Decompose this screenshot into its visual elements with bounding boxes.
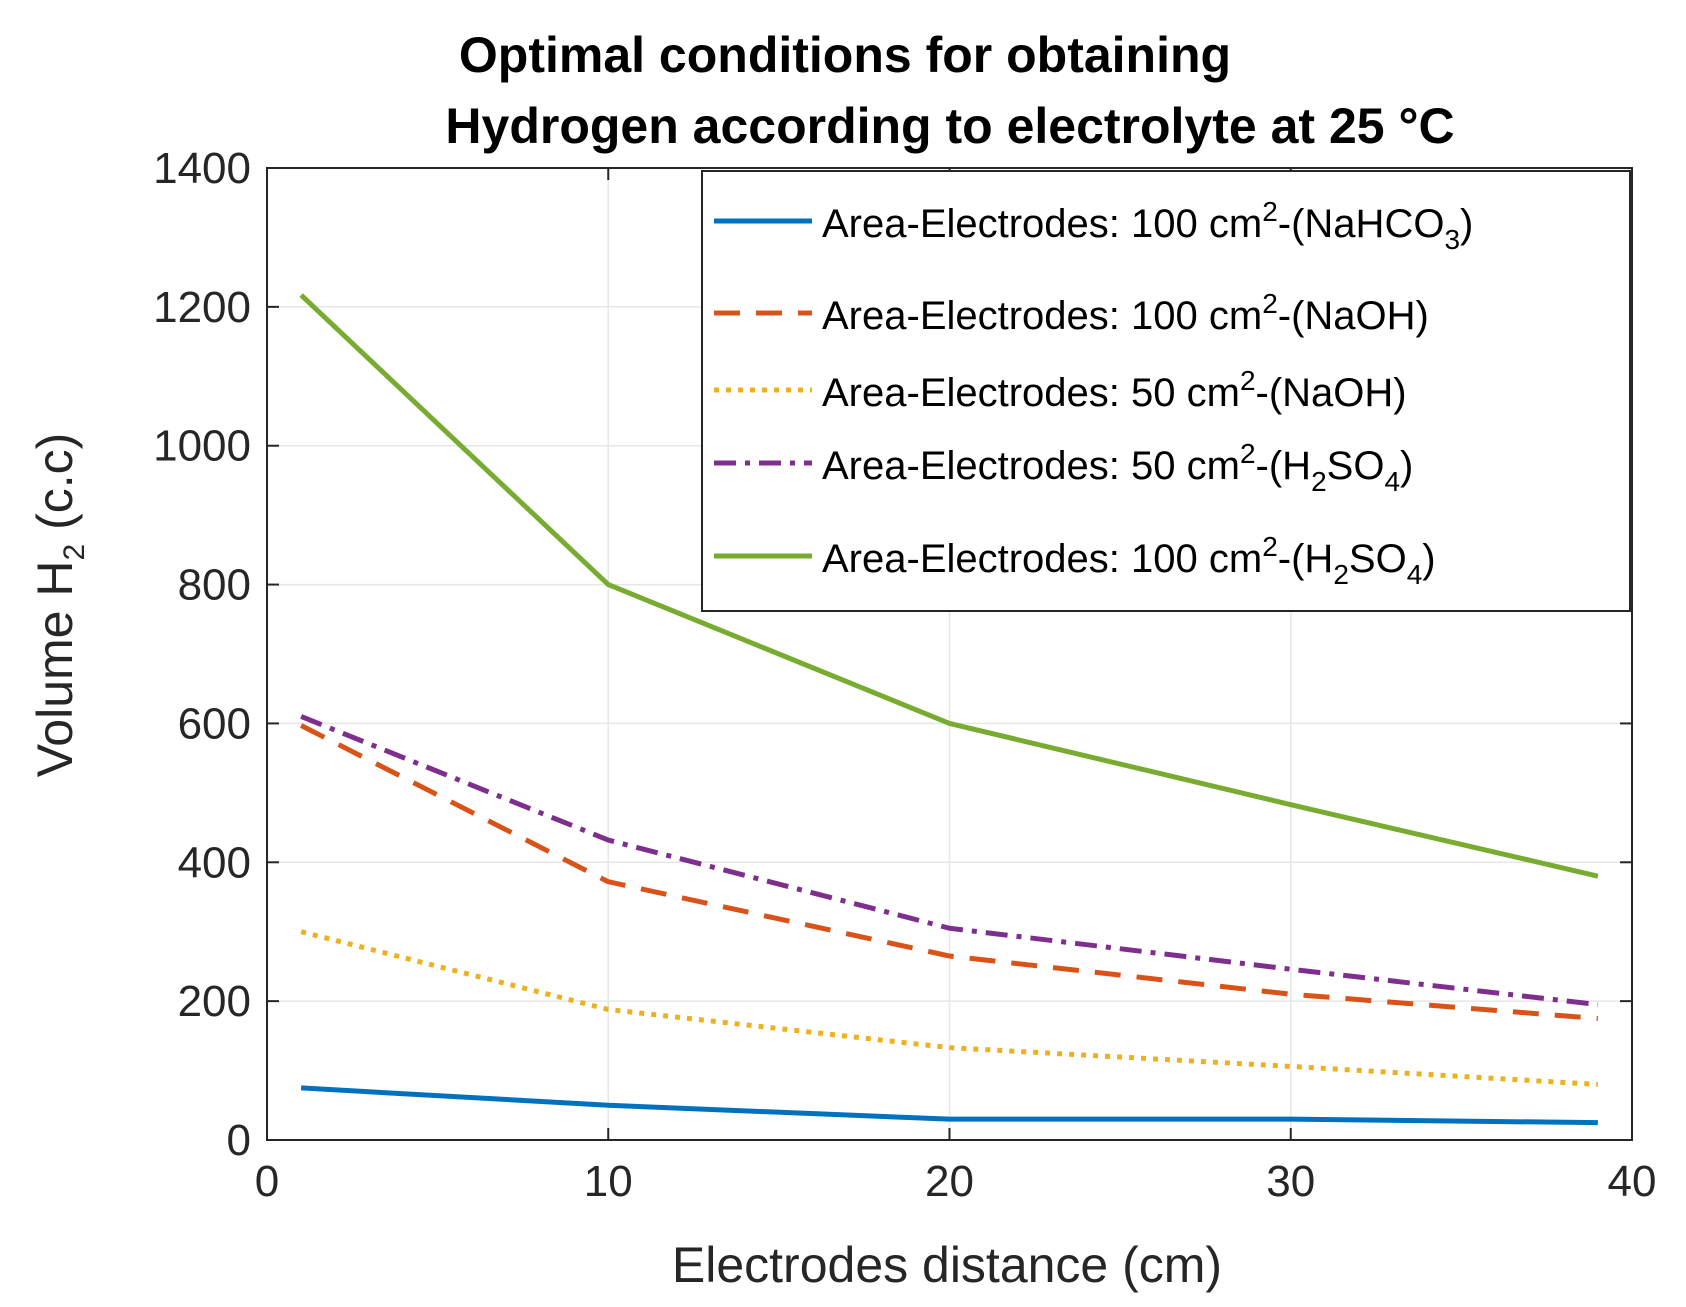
series-line-4	[300, 714, 1599, 1008]
y-tick-label: 800	[178, 561, 251, 610]
legend-box	[701, 170, 1631, 612]
series-line-5	[299, 293, 1599, 879]
legend-label-5: Area-Electrodes: 100 cm2-(H2SO4)	[822, 531, 1436, 590]
series-line-1	[300, 1085, 1598, 1126]
x-tick-label: 0	[255, 1157, 279, 1206]
legend-label-1: Area-Electrodes: 100 cm2-(NaHCO3)	[822, 196, 1473, 255]
chart-title-line2: Hydrogen according to electrolyte at 25 …	[445, 98, 1454, 154]
y-tick-label: 600	[178, 699, 251, 748]
y-axis-label: Volume H2 (c.c)	[27, 433, 91, 778]
chart-title-line1: Optimal conditions for obtaining	[459, 27, 1231, 83]
y-tick-label: 1200	[153, 283, 251, 332]
series-line-3	[300, 929, 1599, 1087]
legend: Area-Electrodes: 100 cm2-(NaHCO3) Area-El…	[701, 170, 1631, 612]
series-line-2	[299, 723, 1599, 1021]
legend-label-3: Area-Electrodes: 50 cm2-(NaOH)	[822, 365, 1407, 415]
y-tick-label: 0	[227, 1116, 251, 1165]
y-tick-label: 200	[178, 977, 251, 1026]
y-tick-label: 1400	[153, 144, 251, 193]
x-tick-label: 10	[584, 1157, 633, 1206]
y-tick-label: 1000	[153, 422, 251, 471]
x-tick-label: 40	[1608, 1157, 1657, 1206]
x-axis-label: Electrodes distance (cm)	[672, 1237, 1222, 1293]
legend-label-2: Area-Electrodes: 100 cm2-(NaOH)	[822, 288, 1429, 338]
series-group	[299, 293, 1599, 1126]
x-tick-label: 20	[925, 1157, 974, 1206]
legend-label-4: Area-Electrodes: 50 cm2-(H2SO4)	[822, 438, 1413, 497]
x-tick-label: 30	[1266, 1157, 1315, 1206]
y-tick-label: 400	[178, 838, 251, 887]
